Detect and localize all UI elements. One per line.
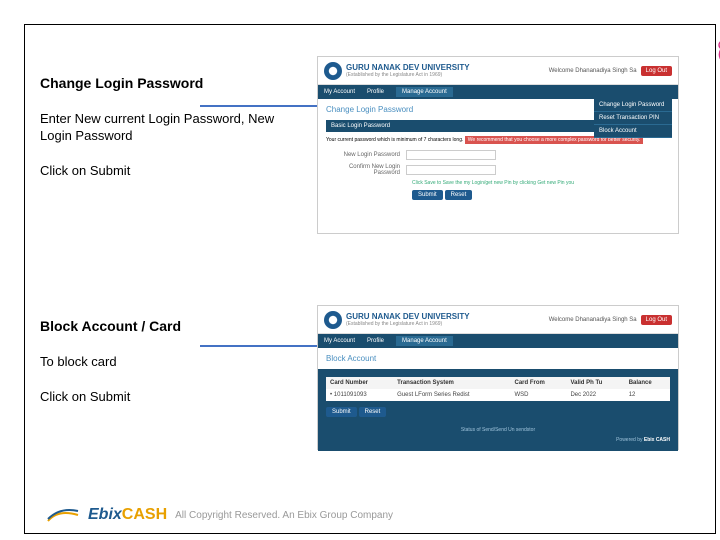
logo-ebix: Ebix	[88, 506, 122, 523]
main-nav: My Account Profile Manage Account	[318, 85, 678, 99]
submit-button[interactable]: Submit	[326, 407, 357, 417]
confirm-password-label: Confirm New Login Password	[326, 164, 406, 176]
dropdown-reset-pin[interactable]: Reset Transaction PIN	[594, 112, 672, 125]
th-card-number: Card Number	[326, 377, 393, 389]
section1-line2: Click on Submit	[40, 163, 290, 180]
form-note: Click Save to Save the my Login/get new …	[412, 180, 670, 186]
footer-logo: EbixCASH	[88, 506, 167, 524]
th-valid: Valid Ph Tu	[566, 377, 624, 389]
card-table: Card Number Transaction System Card From…	[326, 377, 670, 401]
section2-instructions: Block Account / Card To block card Click…	[40, 318, 290, 424]
section1-line1: Enter New current Login Password, New Lo…	[40, 111, 290, 145]
td-card-number: • 1011091093	[326, 389, 393, 401]
block-account-page: Block Account	[318, 348, 678, 363]
university-logo-icon	[324, 62, 342, 80]
manage-account-dropdown: Change Login Password Reset Transaction …	[594, 99, 672, 138]
university-tagline: (Established by the Legislature Act in 1…	[346, 72, 470, 78]
table-row[interactable]: • 1011091093 Guest LForm Series Redist W…	[326, 389, 670, 401]
footer-copyright: All Copyright Reserved. An Ebix Group Co…	[175, 510, 393, 521]
reset-button[interactable]: Reset	[445, 190, 473, 200]
section2-line1: To block card	[40, 354, 290, 371]
new-password-label: New Login Password	[326, 152, 406, 158]
university-tagline: (Established by the Legislature Act in 1…	[346, 321, 470, 327]
swoosh-icon	[46, 507, 80, 523]
nav-manage-account[interactable]: Manage Account	[396, 87, 453, 97]
confirm-password-input[interactable]	[406, 165, 496, 175]
warn-prefix: Your current password which is minimum o…	[326, 137, 463, 143]
logout-button[interactable]: Log Out	[641, 66, 672, 76]
dropdown-change-password[interactable]: Change Login Password	[594, 99, 672, 112]
logout-button[interactable]: Log Out	[641, 315, 672, 325]
th-card-from: Card From	[510, 377, 566, 389]
block-account-body: Card Number Transaction System Card From…	[318, 369, 678, 451]
th-balance: Balance	[625, 377, 670, 389]
nav-my-account[interactable]: My Account	[324, 89, 355, 95]
main-nav: My Account Profile Manage Account	[318, 334, 678, 348]
section2-line2: Click on Submit	[40, 389, 290, 406]
new-password-input[interactable]	[406, 150, 496, 160]
university-name: GURU NANAK DEV UNIVERSITY	[346, 313, 470, 321]
reset-button[interactable]: Reset	[359, 407, 387, 417]
nav-manage-account[interactable]: Manage Account	[396, 336, 453, 346]
th-transaction-system: Transaction System	[393, 377, 510, 389]
arrow-icon	[200, 345, 330, 347]
welcome-text: Welcome Dhananadiya Singh Sa	[549, 317, 637, 323]
td-card-from: WSD	[510, 389, 566, 401]
university-name: GURU NANAK DEV UNIVERSITY	[346, 64, 470, 72]
screenshot-block-account: GURU NANAK DEV UNIVERSITY (Established b…	[317, 305, 679, 450]
footer-status: Status of Send/Send Un sendstor	[326, 427, 670, 433]
nav-profile[interactable]: Profile	[367, 338, 384, 344]
page-footer: EbixCASH All Copyright Reserved. An Ebix…	[46, 506, 393, 524]
university-logo-icon	[324, 311, 342, 329]
td-transaction-system: Guest LForm Series Redist	[393, 389, 510, 401]
screenshot-change-password: GURU NANAK DEV UNIVERSITY (Established b…	[317, 56, 679, 234]
table-header-row: Card Number Transaction System Card From…	[326, 377, 670, 389]
page-title: Block Account	[326, 354, 670, 363]
mini-header: GURU NANAK DEV UNIVERSITY (Established b…	[318, 306, 678, 334]
logo-cash: CASH	[122, 506, 167, 523]
nav-profile[interactable]: Profile	[367, 89, 384, 95]
arrow-icon	[200, 105, 330, 107]
powered-by: Powered by Ebix CASH	[326, 437, 670, 443]
powered-by-brand: Ebix CASH	[644, 437, 670, 443]
nav-my-account[interactable]: My Account	[324, 338, 355, 344]
td-balance: 12	[625, 389, 670, 401]
welcome-text: Welcome Dhananadiya Singh Sa	[549, 68, 637, 74]
dropdown-block-account[interactable]: Block Account	[594, 125, 672, 138]
section1-title: Change Login Password	[40, 75, 290, 91]
section2-title: Block Account / Card	[40, 318, 290, 334]
side-decoration-icon	[714, 40, 720, 62]
submit-button[interactable]: Submit	[412, 190, 443, 200]
td-valid: Dec 2022	[566, 389, 624, 401]
section1-instructions: Change Login Password Enter New current …	[40, 75, 290, 198]
mini-header: GURU NANAK DEV UNIVERSITY (Established b…	[318, 57, 678, 85]
powered-by-label: Powered by	[616, 437, 642, 443]
